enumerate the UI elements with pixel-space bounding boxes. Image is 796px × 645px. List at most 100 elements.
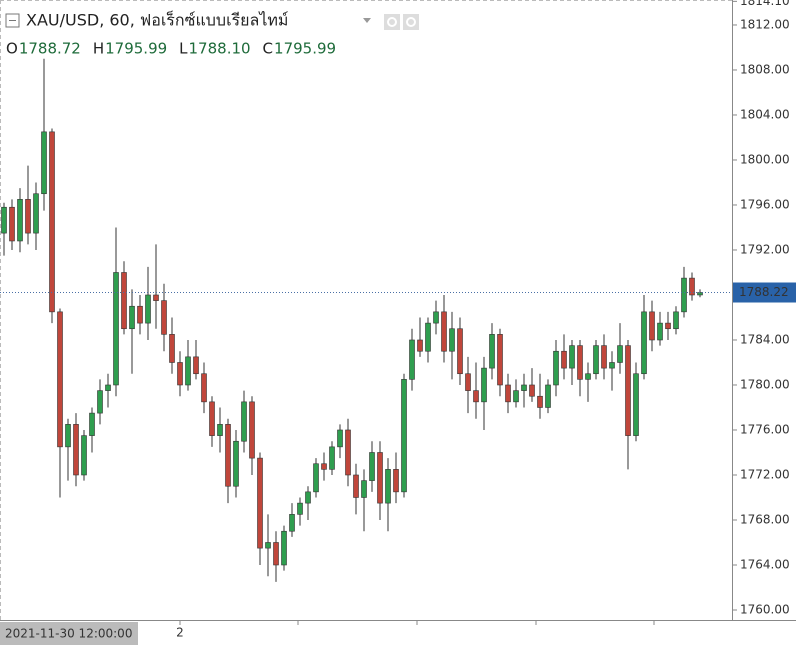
- candle-body: [361, 480, 367, 498]
- candle-body: [329, 446, 335, 470]
- y-tick-label: 1784.00: [740, 332, 790, 346]
- candle-body: [665, 322, 671, 330]
- candle-body: [241, 401, 247, 442]
- candle-body: [441, 311, 447, 352]
- candle-body: [593, 345, 599, 375]
- candle-body: [457, 328, 463, 375]
- candle-body: [569, 345, 575, 369]
- candle-body: [561, 350, 567, 369]
- candle-body: [97, 390, 103, 414]
- candle-body: [313, 463, 319, 493]
- candle-body: [409, 339, 415, 380]
- x-tick-label: 2: [176, 626, 184, 640]
- candle-body: [481, 367, 487, 403]
- candle-body: [233, 440, 239, 487]
- candle-body: [9, 206, 15, 242]
- candle-body: [193, 356, 199, 375]
- candle-body: [129, 305, 135, 330]
- candle-body: [305, 491, 311, 504]
- candle-body: [1, 206, 7, 234]
- candle-body: [473, 390, 479, 403]
- candle-body: [257, 457, 263, 549]
- candle-body: [81, 435, 87, 476]
- y-tick-label: 1792.00: [740, 242, 790, 256]
- last-price-box: [733, 282, 796, 303]
- chart-title: XAU/USD, 60, ฟอเร็กซ์แบบเรียลไทม์: [26, 10, 288, 30]
- ohlc-key: L: [179, 40, 188, 58]
- candle-body: [137, 305, 143, 324]
- candle-body: [425, 322, 431, 352]
- gear-icon[interactable]: [403, 14, 419, 30]
- candle-body: [169, 334, 175, 363]
- candle-body: [185, 356, 191, 386]
- y-tick-label: 1776.00: [740, 422, 790, 436]
- y-tick-label: 1800.00: [740, 152, 790, 166]
- dropdown-arrow[interactable]: [363, 18, 371, 23]
- candle-body: [553, 350, 559, 386]
- candle-body: [73, 424, 79, 476]
- candle-body: [105, 384, 111, 391]
- y-tick-label: 1804.00: [740, 107, 790, 121]
- candle-body: [529, 384, 535, 397]
- candle-body: [585, 373, 591, 380]
- plot: [1, 58, 703, 582]
- candle-body: [209, 401, 215, 436]
- y-tick-label: 1772.00: [740, 467, 790, 481]
- ohlc-value: 1795.99: [105, 40, 167, 58]
- candle-body: [33, 193, 39, 234]
- candle-body: [25, 199, 31, 234]
- y-tick-label: 1780.00: [740, 377, 790, 391]
- candle-body: [617, 345, 623, 363]
- candle-body: [657, 322, 663, 341]
- candle-body: [353, 474, 359, 498]
- ohlc-key: C: [263, 40, 273, 58]
- candle-body: [489, 334, 495, 369]
- candle-body: [121, 272, 127, 330]
- candle-body: [433, 311, 439, 324]
- candle-body: [537, 395, 543, 408]
- candle-body: [65, 424, 71, 448]
- candle-body: [649, 311, 655, 341]
- candle-body: [689, 277, 695, 296]
- candle-body: [145, 294, 151, 324]
- ohlc-key: H: [93, 40, 104, 58]
- candle-body: [345, 429, 351, 476]
- candle-body: [577, 345, 583, 380]
- ohlc-key: O: [6, 40, 18, 58]
- candle-body: [497, 334, 503, 386]
- candle-body: [545, 384, 551, 408]
- candle-body: [265, 542, 271, 549]
- candle-body: [513, 390, 519, 403]
- candle-body: [625, 345, 631, 436]
- candle-body: [249, 401, 255, 459]
- candle-body: [57, 311, 63, 448]
- candle-body: [465, 373, 471, 391]
- candle-body: [337, 429, 343, 448]
- candle-body: [225, 424, 231, 487]
- candle-body: [673, 311, 679, 330]
- gear-glyph: [406, 17, 416, 27]
- crosshair-box: [0, 622, 138, 645]
- candle-body: [273, 542, 279, 566]
- last-price-label: 1788.22: [739, 285, 789, 299]
- ohlc-legend: O 1788.72 H 1795.99 L 1788.10 C 1795.99: [6, 40, 336, 58]
- candle-body: [153, 294, 159, 301]
- candle-body: [601, 345, 607, 369]
- candle-body: [113, 272, 119, 386]
- candle-body: [217, 424, 223, 436]
- candle-body: [281, 530, 287, 566]
- candle-body: [401, 379, 407, 493]
- y-tick-label: 1814.10: [740, 0, 790, 8]
- settings-icon[interactable]: [384, 14, 400, 30]
- candle-body: [289, 514, 295, 532]
- candle-body: [201, 373, 207, 403]
- candle-body: [49, 131, 55, 313]
- y-tick-label: 1796.00: [740, 197, 790, 211]
- crosshair-label: 2021-11-30 12:00:00: [5, 627, 132, 641]
- candle-body: [449, 328, 455, 352]
- y-tick-label: 1760.00: [740, 602, 790, 616]
- candle-body: [385, 469, 391, 504]
- candle-body: [369, 452, 375, 481]
- y-tick-label: 1808.00: [740, 62, 790, 76]
